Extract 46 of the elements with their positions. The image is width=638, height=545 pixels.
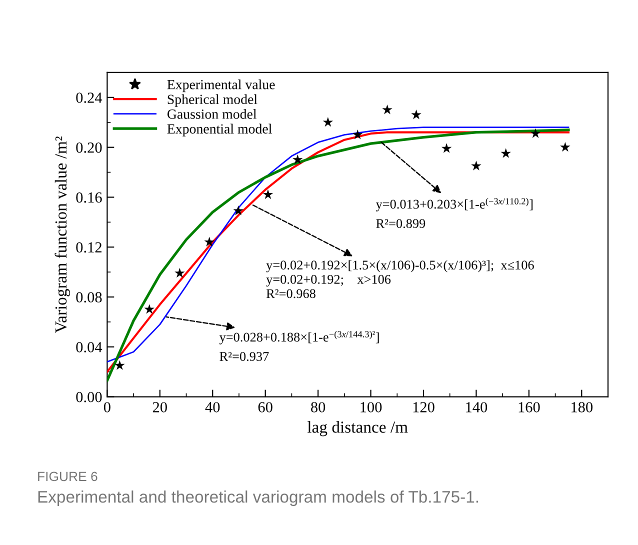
- point: [352, 129, 363, 140]
- point: [411, 110, 422, 120]
- x-tick-label: 60: [258, 402, 272, 412]
- point: [471, 160, 482, 170]
- x-tick-label: 100: [360, 402, 382, 412]
- legend-label: Exponential model: [167, 124, 272, 136]
- x-tick-label: 40: [205, 402, 220, 412]
- x-tick-label: 80: [311, 402, 326, 412]
- legend-label: Spherical model: [168, 94, 258, 107]
- point: [204, 236, 214, 246]
- y-tick-label: 0.12: [76, 242, 102, 253]
- x-tick-label: 160: [518, 402, 540, 412]
- annotation: y=0.028+0.188×[1-e$^{−(3x/144.3)²}$]: [219, 330, 379, 344]
- text: Experimental and theoretical variogram models of Tb.175-1.: [38, 490, 478, 506]
- legend-label: Gaussion model: [167, 109, 257, 119]
- point: [262, 189, 274, 200]
- point: [441, 143, 452, 153]
- annotation: y=0.013+0.203×[1-e$^{(−3x/110.2)}$]: [376, 198, 533, 212]
- caption: FIGURE 6: [38, 472, 98, 482]
- point: [560, 142, 570, 152]
- annotation: y=0.02+0.192×[1.5×(x/106)-0.5×(x/106)³]; x≤106 y=0.02+0.192; x>106 R²=0.968: [266, 260, 534, 298]
- point: [233, 206, 244, 216]
- x-tick-label: 0: [104, 402, 110, 412]
- point: [322, 116, 334, 127]
- annotation: R²=0.899: [376, 219, 426, 228]
- point: [292, 154, 303, 164]
- y-tick-label: 0.00: [76, 392, 102, 402]
- point: [530, 128, 541, 138]
- x-axis-title: lag distance /m: [307, 421, 408, 436]
- y-tick-label: 0.04: [76, 342, 102, 352]
- y-tick-label: 0.08: [76, 292, 102, 302]
- y-tick-label: 0.16: [76, 192, 102, 203]
- y-tick-label: 0.20: [76, 142, 102, 153]
- x-tick-label: 20: [152, 402, 167, 412]
- x-tick-label: 180: [572, 402, 593, 412]
- point: [174, 268, 185, 278]
- legend-label: Experimental value: [167, 80, 275, 92]
- point: [144, 304, 154, 314]
- point: [382, 104, 392, 114]
- point: [500, 148, 511, 158]
- point: [114, 360, 125, 370]
- x-tick-label: 140: [466, 402, 488, 412]
- y-tick-label: 0.24: [76, 92, 102, 103]
- x-tick-label: 120: [413, 402, 434, 412]
- annotation: R²=0.937: [220, 352, 269, 362]
- y-axis-title: Variogram function value /m²: [54, 136, 70, 333]
